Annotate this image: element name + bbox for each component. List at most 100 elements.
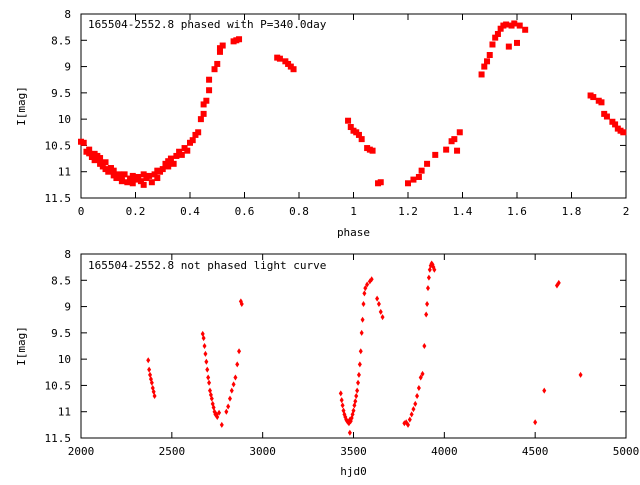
data-point xyxy=(358,136,365,143)
x-tick-label: 2500 xyxy=(159,445,186,458)
data-point xyxy=(137,178,144,185)
data-point xyxy=(146,357,151,364)
data-point xyxy=(511,20,518,27)
data-point xyxy=(360,316,365,323)
data-point xyxy=(202,343,207,349)
data-point xyxy=(503,21,510,28)
x-tick-label: 3000 xyxy=(249,445,276,458)
x-tick-label: 1.4 xyxy=(453,205,473,218)
x-tick-label: 4000 xyxy=(431,445,458,458)
data-point xyxy=(362,290,367,297)
y-axis-label: I[mag] xyxy=(15,86,28,126)
data-point xyxy=(484,58,491,65)
y-tick-label: 10.5 xyxy=(45,139,72,152)
data-point xyxy=(214,60,221,67)
data-point xyxy=(215,413,220,420)
x-tick-label: 1 xyxy=(350,205,357,218)
data-point xyxy=(207,379,212,386)
y-tick-label: 11.5 xyxy=(45,432,72,445)
data-point xyxy=(165,163,172,170)
data-point xyxy=(235,361,240,368)
data-point xyxy=(148,179,155,186)
data-point xyxy=(233,374,238,381)
data-point xyxy=(167,155,174,162)
data-point xyxy=(204,358,209,365)
y-tick-label: 8.5 xyxy=(51,34,71,47)
x-tick-label: 1.8 xyxy=(562,205,582,218)
data-point xyxy=(135,173,142,180)
data-point xyxy=(451,136,458,143)
data-point xyxy=(124,179,131,186)
data-point xyxy=(522,26,529,33)
data-point xyxy=(118,178,125,185)
data-point xyxy=(339,397,344,404)
data-point xyxy=(376,300,381,307)
data-point xyxy=(425,300,430,307)
data-point xyxy=(378,308,383,315)
data-point xyxy=(140,171,147,178)
data-point xyxy=(231,381,236,388)
data-point xyxy=(170,160,177,167)
data-point xyxy=(140,181,147,188)
data-point xyxy=(86,146,93,153)
data-point xyxy=(219,421,224,428)
data-point xyxy=(88,153,95,160)
data-point xyxy=(443,146,450,153)
data-point xyxy=(424,311,429,318)
data-point xyxy=(197,116,204,123)
data-point xyxy=(578,371,583,378)
x-tick-label: 0.2 xyxy=(126,205,146,218)
data-point xyxy=(556,279,561,286)
data-point xyxy=(413,400,418,407)
x-tick-label: 5000 xyxy=(613,445,640,458)
data-point xyxy=(357,361,362,368)
data-point xyxy=(355,131,362,138)
data-point xyxy=(505,43,512,50)
data-point xyxy=(209,395,214,402)
data-point xyxy=(206,76,213,83)
y-tick-label: 9.5 xyxy=(51,87,71,100)
data-point xyxy=(217,409,222,416)
data-point xyxy=(612,121,619,128)
data-point xyxy=(356,371,361,378)
data-point xyxy=(224,408,229,415)
data-point xyxy=(361,300,366,307)
x-tick-label: 3500 xyxy=(340,445,367,458)
data-point xyxy=(406,421,410,428)
chart-title: 165504-2552.8 not phased light curve xyxy=(88,259,326,272)
data-point xyxy=(359,329,364,336)
data-point xyxy=(203,97,210,104)
data-point xyxy=(494,30,501,37)
data-point xyxy=(411,406,416,413)
data-point xyxy=(200,110,207,117)
data-point xyxy=(418,167,425,174)
data-point xyxy=(211,66,218,73)
data-point xyxy=(478,71,485,78)
data-point xyxy=(113,175,120,182)
data-series xyxy=(78,20,627,188)
data-point xyxy=(129,180,136,187)
data-point xyxy=(416,385,421,392)
data-point xyxy=(375,295,380,302)
data-point xyxy=(418,374,423,381)
x-tick-label: 4500 xyxy=(522,445,549,458)
data-point xyxy=(369,147,376,154)
data-point xyxy=(206,374,211,381)
data-point xyxy=(237,348,242,355)
data-point xyxy=(432,151,439,158)
data-point xyxy=(129,172,136,179)
x-tick-label: 1.6 xyxy=(507,205,527,218)
data-point xyxy=(351,407,356,414)
data-point xyxy=(178,151,185,158)
data-point xyxy=(409,411,414,418)
x-tick-label: 0.4 xyxy=(180,205,200,218)
data-point xyxy=(201,335,206,342)
data-point xyxy=(514,39,520,46)
x-tick-label: 0.8 xyxy=(289,205,309,218)
data-point xyxy=(152,392,157,399)
data-point xyxy=(353,398,358,405)
y-tick-label: 8 xyxy=(64,8,71,21)
data-point xyxy=(620,129,627,136)
data-point xyxy=(206,87,213,94)
